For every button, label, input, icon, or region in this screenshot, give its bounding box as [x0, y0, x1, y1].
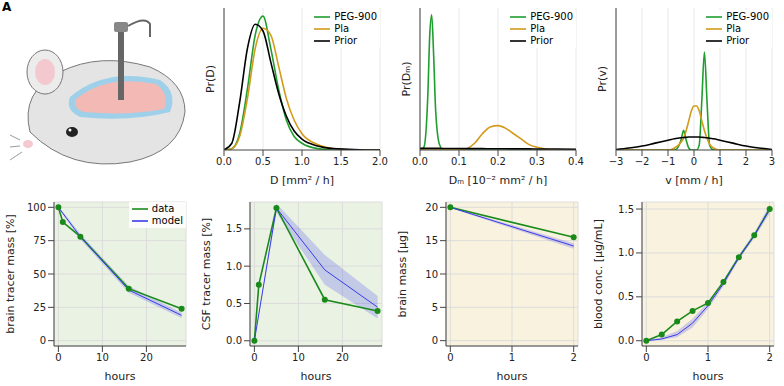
svg-text:0.5: 0.5: [226, 298, 242, 309]
svg-text:15: 15: [425, 235, 438, 246]
svg-text:25: 25: [33, 302, 46, 313]
svg-text:0: 0: [447, 352, 453, 363]
svg-text:−2: −2: [635, 156, 650, 167]
html-text:PEG-900: PEG-900: [334, 11, 377, 22]
html-text:Prior: Prior: [530, 35, 554, 46]
svg-text:brain mass [μg]: brain mass [μg]: [396, 231, 409, 318]
svg-text:2: 2: [766, 352, 772, 363]
svg-text:1: 1: [717, 156, 723, 167]
html-text:model: model: [151, 215, 183, 226]
svg-text:1.5: 1.5: [618, 204, 634, 215]
svg-text:CSF tracer mass [%]: CSF tracer mass [%]: [200, 218, 213, 330]
svg-text:−1: −1: [661, 156, 676, 167]
svg-text:10: 10: [292, 352, 305, 363]
svg-text:0: 0: [251, 352, 257, 363]
svg-text:1: 1: [705, 352, 711, 363]
svg-text:1: 1: [509, 352, 515, 363]
svg-text:blood conc. [μg/mL]: blood conc. [μg/mL]: [592, 219, 605, 329]
svg-text:3: 3: [769, 156, 775, 167]
svg-text:0.1: 0.1: [451, 156, 467, 167]
svg-text:10: 10: [96, 352, 109, 363]
svg-text:1.0: 1.0: [294, 156, 310, 167]
svg-text:75: 75: [33, 235, 46, 246]
svg-text:hours: hours: [301, 370, 332, 383]
svg-text:0: 0: [40, 335, 46, 346]
svg-text:0: 0: [55, 352, 61, 363]
html-text:Pla: Pla: [334, 23, 350, 34]
svg-text:100: 100: [27, 202, 46, 213]
svg-text:1.5: 1.5: [333, 156, 349, 167]
svg-text:v [mm / h]: v [mm / h]: [665, 174, 723, 187]
svg-text:0.2: 0.2: [490, 156, 506, 167]
svg-text:0.0: 0.0: [226, 335, 242, 346]
svg-text:2: 2: [570, 352, 576, 363]
svg-text:0.5: 0.5: [255, 156, 271, 167]
html-text:data: data: [151, 203, 175, 214]
html-text:Pla: Pla: [726, 23, 742, 34]
html-text:A: A: [2, 0, 12, 14]
svg-text:D [mm² / h]: D [mm² / h]: [270, 174, 334, 187]
svg-text:10: 10: [425, 269, 438, 280]
svg-text:Pr(v): Pr(v): [596, 66, 609, 92]
svg-text:2: 2: [743, 156, 749, 167]
svg-text:20: 20: [140, 352, 153, 363]
svg-text:0.0: 0.0: [412, 156, 428, 167]
html-text:PEG-900: PEG-900: [530, 11, 573, 22]
svg-text:Dₘ [10⁻² mm² / h]: Dₘ [10⁻² mm² / h]: [449, 174, 548, 187]
svg-text:20: 20: [336, 352, 349, 363]
svg-text:0.0: 0.0: [618, 335, 634, 346]
svg-text:brain tracer mass [%]: brain tracer mass [%]: [4, 214, 17, 334]
svg-text:1.0: 1.0: [226, 261, 242, 272]
svg-text:Pr(D): Pr(D): [204, 65, 217, 93]
html-text:Prior: Prior: [726, 35, 750, 46]
svg-text:hours: hours: [693, 370, 724, 383]
html-text:Prior: Prior: [334, 35, 358, 46]
svg-text:20: 20: [425, 202, 438, 213]
svg-text:0: 0: [643, 352, 649, 363]
svg-text:0.3: 0.3: [529, 156, 545, 167]
html-text:Pla: Pla: [530, 23, 546, 34]
svg-text:5: 5: [432, 302, 438, 313]
svg-text:0.5: 0.5: [618, 291, 634, 302]
svg-text:−3: −3: [609, 156, 624, 167]
svg-text:1.5: 1.5: [226, 223, 242, 234]
svg-text:hours: hours: [105, 370, 136, 383]
svg-text:0.4: 0.4: [568, 156, 584, 167]
svg-text:2.0: 2.0: [372, 156, 388, 167]
svg-text:hours: hours: [497, 370, 528, 383]
html-text:PEG-900: PEG-900: [726, 11, 769, 22]
svg-text:0: 0: [432, 335, 438, 346]
svg-text:0: 0: [691, 156, 697, 167]
svg-text:Pr(Dₘ): Pr(Dₘ): [400, 62, 413, 97]
svg-text:1.0: 1.0: [618, 247, 634, 258]
svg-text:50: 50: [33, 269, 46, 280]
svg-text:0.0: 0.0: [216, 156, 232, 167]
